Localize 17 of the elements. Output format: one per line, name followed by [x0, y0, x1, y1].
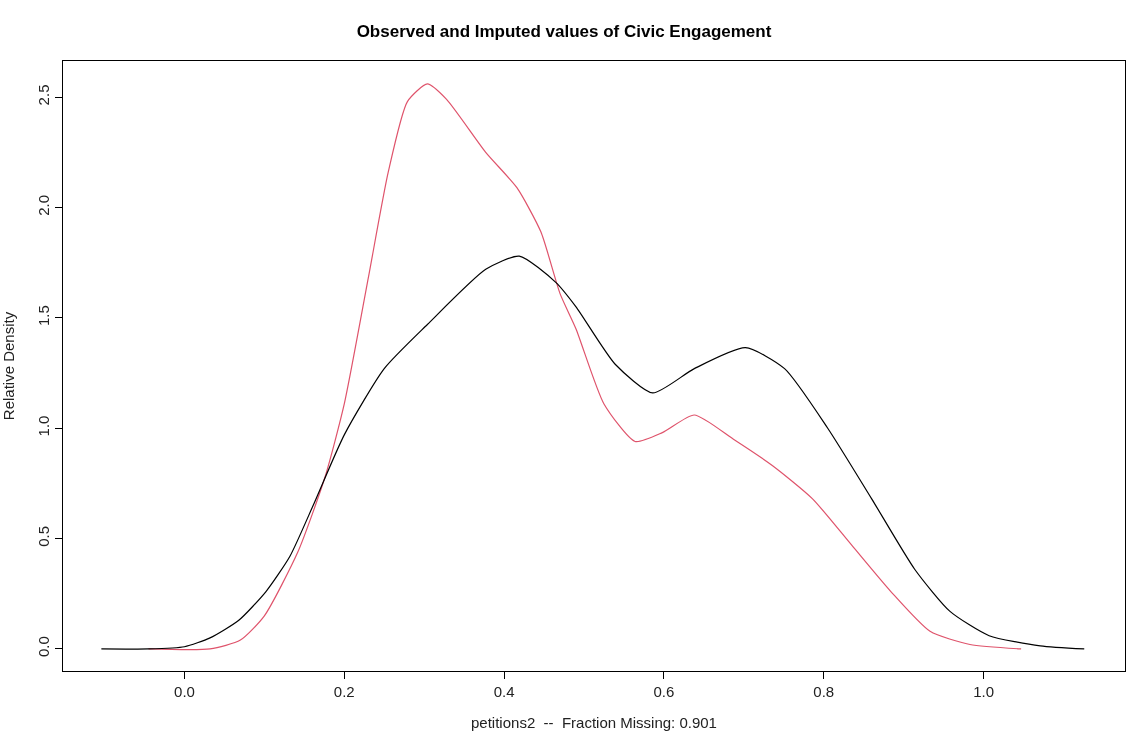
- y-tick-label: 2.5: [35, 84, 52, 106]
- line-series: [100, 255, 1085, 650]
- y-tick-label: 0.5: [35, 525, 52, 547]
- x-tick-label: 1.0: [973, 683, 994, 700]
- x-tick-label: 0.0: [174, 683, 195, 700]
- y-axis-title: Relative Density: [0, 311, 17, 421]
- x-tick-label: 0.8: [813, 683, 835, 700]
- x-tick-label: 0.4: [493, 683, 515, 700]
- y-tick-label: 2.0: [35, 194, 52, 216]
- x-tick-label: 0.6: [653, 683, 675, 700]
- x-axis-title: petitions2 -- Fraction Missing: 0.901: [471, 714, 717, 731]
- chart-title: Observed and Imputed values of Civic Engagement: [356, 22, 772, 42]
- y-tick-label: 0.0: [35, 636, 52, 658]
- y-tick-label: 1.0: [35, 415, 52, 437]
- x-tick-label: 0.2: [333, 683, 355, 700]
- line-series: [147, 83, 1022, 651]
- y-tick-label: 1.5: [35, 305, 52, 327]
